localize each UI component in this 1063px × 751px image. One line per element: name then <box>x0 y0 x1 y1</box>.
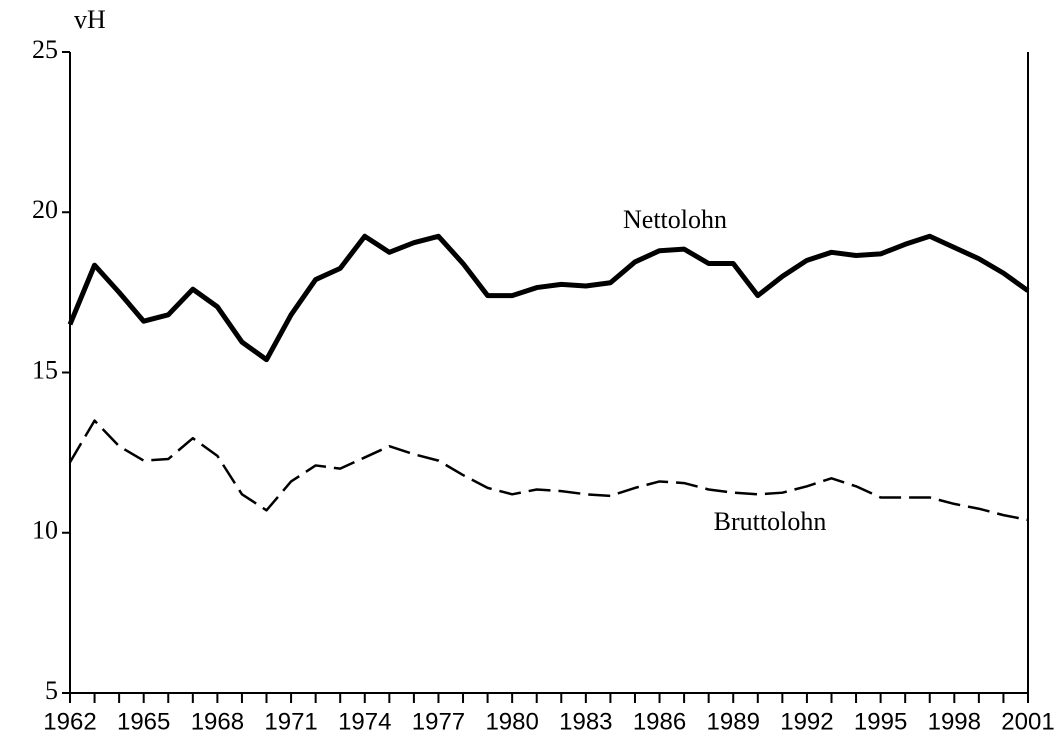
y-tick-label: 15 <box>32 355 58 384</box>
x-tick-label: 1986 <box>633 708 686 735</box>
x-tick-label: 1962 <box>43 708 96 735</box>
series-label: Bruttolohn <box>714 507 827 536</box>
x-tick-label: 1974 <box>338 708 391 735</box>
x-tick-label: 1965 <box>117 708 170 735</box>
x-tick-label: 2001 <box>1001 708 1054 735</box>
series-line <box>67 233 1030 363</box>
x-tick-label: 1995 <box>854 708 907 735</box>
x-tick-label: 1983 <box>559 708 612 735</box>
y-tick-label: 5 <box>45 676 58 705</box>
x-tick-label: 1998 <box>928 708 981 735</box>
x-tick-label: 1980 <box>485 708 538 735</box>
series-line <box>68 419 1029 522</box>
series-label: Nettolohn <box>623 205 727 234</box>
y-tick-label: 10 <box>32 516 58 545</box>
x-tick-label: 1992 <box>780 708 833 735</box>
x-tick-label: 1977 <box>412 708 465 735</box>
x-tick-label: 1968 <box>191 708 244 735</box>
x-tick-label: 1989 <box>707 708 760 735</box>
y-tick-label: 25 <box>32 35 58 64</box>
y-axis-unit: vH <box>74 5 106 34</box>
x-tick-label: 1971 <box>264 708 317 735</box>
y-tick-label: 20 <box>32 195 58 224</box>
